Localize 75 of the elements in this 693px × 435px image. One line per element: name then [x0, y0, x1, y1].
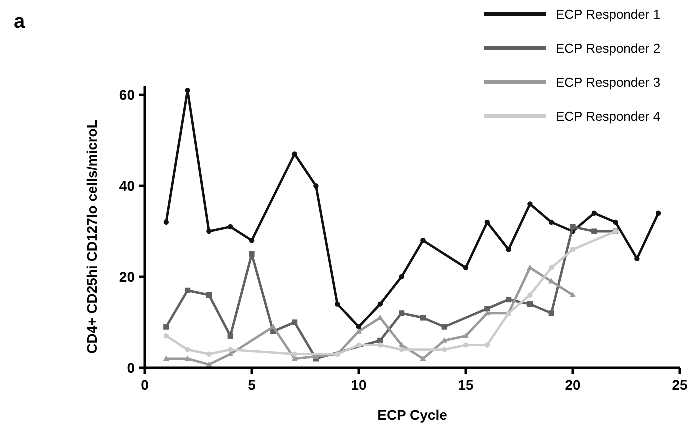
y-tick-label: 40 [119, 178, 136, 194]
point [292, 152, 298, 157]
legend-label: ECP Responder 2 [556, 41, 661, 56]
point [506, 247, 512, 252]
point [528, 292, 533, 298]
legend-label: ECP Responder 4 [556, 109, 661, 124]
text: a [14, 11, 26, 33]
point [506, 296, 512, 303]
point [228, 333, 234, 339]
y-tick-label: 0 [127, 360, 136, 376]
point [656, 210, 662, 216]
point [292, 352, 298, 357]
point [378, 342, 383, 348]
point [549, 220, 554, 226]
point [163, 356, 170, 362]
point [592, 210, 597, 216]
point [570, 224, 576, 230]
point [378, 338, 384, 344]
y-axis-title: CD4+ CD25hi CD127lo cells/microL [84, 120, 100, 354]
point [249, 238, 255, 244]
point [335, 302, 340, 307]
point [399, 347, 404, 352]
point [634, 256, 640, 262]
x-tick-label: 5 [248, 377, 256, 393]
point [228, 347, 234, 352]
x-axis-title: ECP Cycle [378, 407, 448, 423]
point [399, 310, 405, 316]
y-tick-label: 20 [119, 269, 136, 286]
point [378, 302, 383, 307]
legend-label: ECP Responder 1 [556, 7, 661, 22]
point [164, 324, 170, 330]
point [249, 251, 255, 258]
point [184, 356, 191, 362]
legend-label: ECP Responder 3 [556, 75, 661, 90]
point [206, 228, 212, 234]
x-tick-label: 20 [565, 377, 581, 393]
point [420, 315, 426, 321]
point [528, 202, 533, 207]
point [356, 324, 362, 330]
point [549, 265, 554, 271]
point [484, 306, 490, 312]
point [613, 220, 618, 226]
y-tick-label: 60 [119, 87, 136, 104]
point [164, 220, 169, 226]
point [185, 88, 190, 94]
point [420, 356, 426, 362]
point [164, 334, 169, 339]
point [463, 265, 469, 271]
point [185, 347, 190, 352]
point [548, 310, 554, 316]
point [356, 342, 362, 348]
point [527, 302, 533, 308]
point [292, 320, 298, 326]
point [314, 183, 319, 189]
x-tick-label: 10 [351, 377, 367, 393]
point [570, 292, 576, 298]
point [356, 328, 362, 334]
point [484, 220, 490, 226]
point [442, 324, 448, 330]
x-tick-label: 0 [141, 377, 150, 393]
point [463, 342, 469, 348]
point [592, 228, 598, 234]
x-tick-label: 25 [672, 377, 688, 393]
point [206, 362, 212, 368]
point [206, 352, 212, 357]
point [399, 274, 404, 280]
point [228, 224, 234, 230]
point [442, 347, 448, 352]
point [463, 332, 469, 338]
point [206, 292, 212, 298]
point [185, 288, 191, 294]
point [420, 238, 426, 244]
point [570, 247, 576, 252]
x-tick-label: 15 [458, 377, 474, 393]
point [484, 342, 490, 348]
